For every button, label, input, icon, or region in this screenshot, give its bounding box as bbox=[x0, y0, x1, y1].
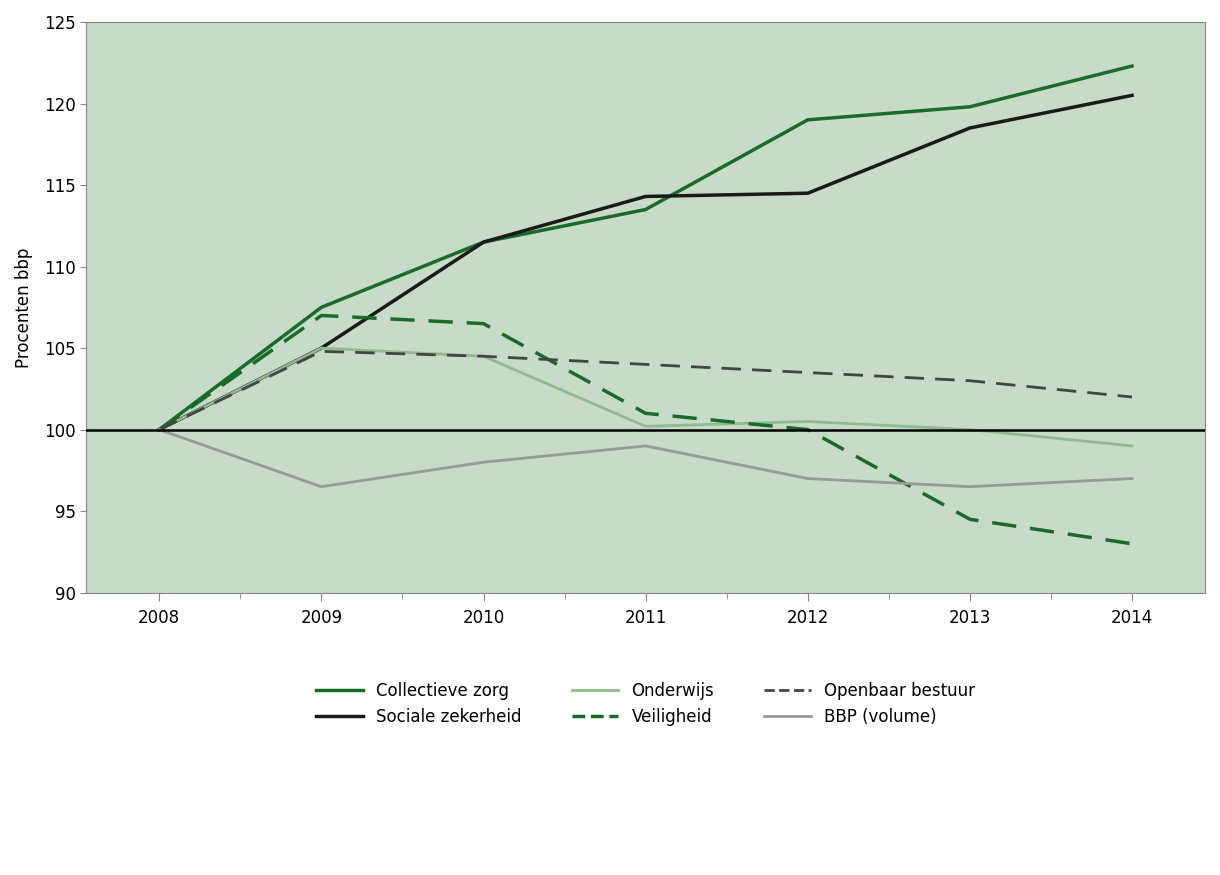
Y-axis label: Procenten bbp: Procenten bbp bbox=[15, 247, 33, 368]
Legend: Collectieve zorg, Sociale zekerheid, Onderwijs, Veiligheid, Openbaar bestuur, BB: Collectieve zorg, Sociale zekerheid, Ond… bbox=[310, 676, 982, 733]
